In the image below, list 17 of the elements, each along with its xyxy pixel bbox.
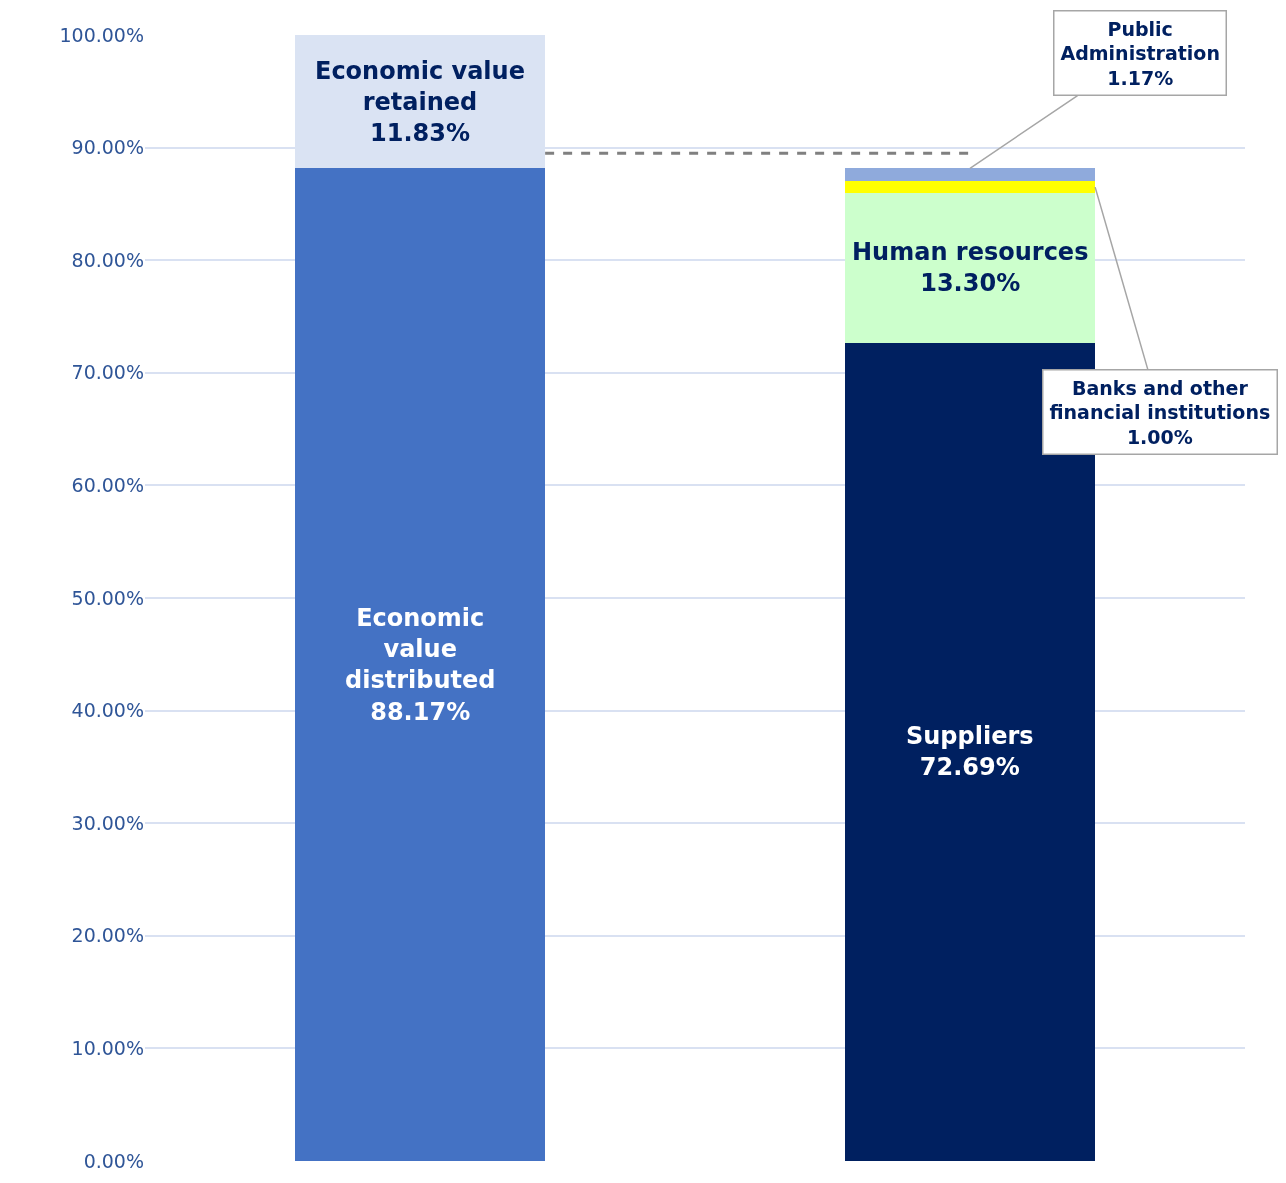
y-tick-label: 80.00% xyxy=(71,248,144,271)
y-tick-label: 10.00% xyxy=(71,1037,144,1060)
data-label: Economic value retained 11.83% xyxy=(315,57,525,148)
data-label: Suppliers 72.69% xyxy=(906,722,1034,782)
y-tick-label: 40.00% xyxy=(71,699,144,722)
data-label: Economic value distributed 88.17% xyxy=(345,604,496,726)
y-tick-label: 0.00% xyxy=(83,1149,144,1172)
data-label: Public Administration 1.17% xyxy=(1060,17,1220,89)
data-label: Human resources 13.30% xyxy=(852,238,1089,298)
y-tick-label: 90.00% xyxy=(71,136,144,159)
y-tick-label: 20.00% xyxy=(71,924,144,947)
y-tick-label: 70.00% xyxy=(71,361,144,384)
data-label: Banks and other financial institutions 1.00% xyxy=(1049,376,1271,448)
y-tick-label: 60.00% xyxy=(71,474,144,497)
y-tick-label: 50.00% xyxy=(71,586,144,609)
y-tick-label: 100.00% xyxy=(59,23,144,46)
y-tick-label: 30.00% xyxy=(71,811,144,834)
